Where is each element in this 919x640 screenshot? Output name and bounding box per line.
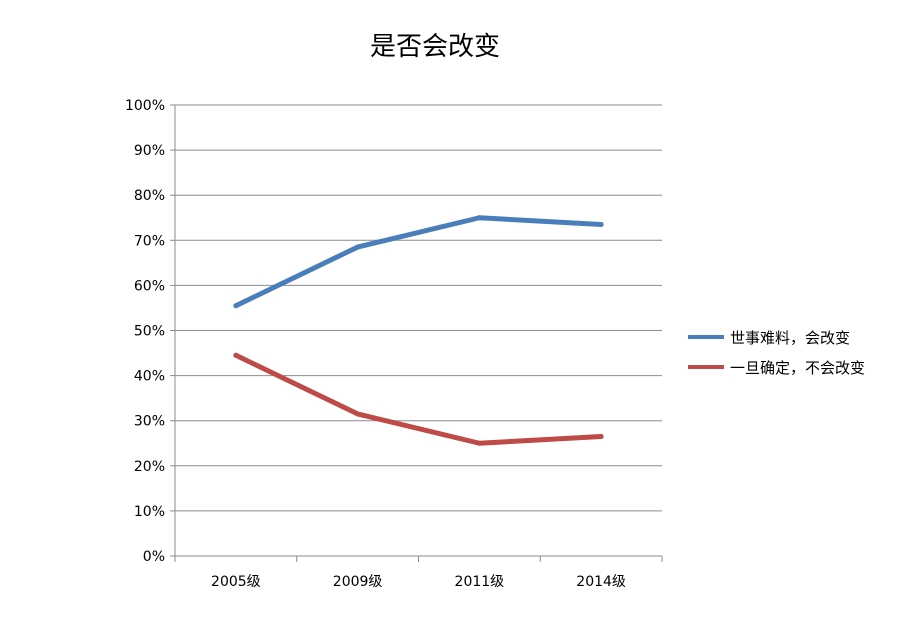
x-axis-ticks: 2005级 2009级 2011级 2014级 (174, 556, 663, 590)
y-tick-label: 70% (134, 233, 165, 249)
legend-label-series-1: 一旦确定，不会改变 (730, 358, 866, 377)
series-line-0 (233, 215, 604, 309)
x-tick-label: 2009级 (333, 574, 383, 590)
data-point (598, 222, 604, 228)
chart-title: 是否会改变 (369, 32, 500, 62)
gridlines (175, 104, 662, 512)
x-tick-label: 2005级 (211, 574, 261, 590)
legend-item-series-1: 一旦确定，不会改变 (688, 352, 865, 382)
y-tick-label: 10% (134, 504, 165, 520)
series-line-1 (233, 352, 604, 446)
y-tick-label: 80% (134, 188, 165, 204)
legend-swatch-series-0 (688, 335, 724, 339)
y-tick-label: 90% (134, 143, 165, 159)
y-tick-label: 100% (125, 98, 165, 114)
legend: 世事难料，会改变 一旦确定，不会改变 (688, 322, 865, 382)
data-point (476, 215, 482, 221)
x-tick-label: 2014级 (576, 574, 626, 590)
data-point (355, 244, 361, 250)
y-axis-ticks: 0% 10% 20% 30% 40% 50% 60% 70% 80% 90% 100% (125, 98, 175, 565)
y-tick-label: 60% (134, 278, 165, 294)
y-tick-label: 30% (134, 414, 165, 430)
x-tick-label: 2011级 (455, 574, 505, 590)
data-point (233, 352, 239, 358)
series-lines (233, 215, 604, 446)
data-point (233, 303, 239, 309)
y-tick-label: 50% (134, 324, 165, 340)
legend-label-series-0: 世事难料，会改变 (730, 328, 851, 347)
data-point (355, 411, 361, 417)
y-tick-label: 40% (134, 369, 165, 385)
legend-item-series-0: 世事难料，会改变 (688, 322, 865, 352)
legend-swatch-series-1 (688, 365, 724, 369)
data-point (598, 433, 604, 439)
y-tick-label: 20% (134, 459, 165, 475)
y-tick-label: 0% (143, 549, 165, 565)
data-point (476, 440, 482, 446)
